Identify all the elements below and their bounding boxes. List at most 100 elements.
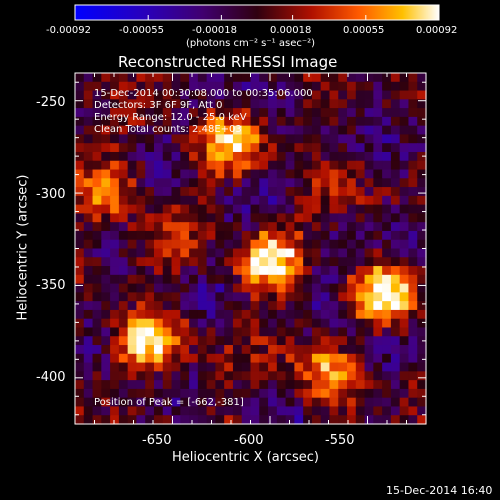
heatmap-cell <box>303 327 313 337</box>
heatmap-cell <box>224 73 234 83</box>
heatmap-cell <box>145 318 155 329</box>
heatmap-cell <box>276 248 287 258</box>
heatmap-cell <box>189 230 199 241</box>
heatmap-cell <box>329 415 339 425</box>
heatmap-cell <box>127 345 138 355</box>
heatmap-cell <box>399 406 410 416</box>
heatmap-cell <box>276 266 287 276</box>
heatmap-cell <box>276 415 287 425</box>
heatmap-cell <box>127 274 138 285</box>
heatmap-cell <box>127 178 138 188</box>
heatmap-cell <box>285 345 295 355</box>
heatmap-cell <box>75 222 85 232</box>
heatmap-cell <box>180 257 190 267</box>
heatmap-cell <box>399 222 410 232</box>
heatmap-cell <box>311 371 322 381</box>
heatmap-cell <box>162 116 173 127</box>
heatmap-cell <box>136 134 146 144</box>
heatmap-cell <box>382 345 392 355</box>
heatmap-cell <box>232 73 243 83</box>
heatmap-cell <box>399 134 410 144</box>
heatmap-cell <box>75 108 85 118</box>
heatmap-cell <box>329 187 339 197</box>
heatmap-cell <box>364 178 374 188</box>
heatmap-cell <box>215 415 225 425</box>
heatmap-cell <box>145 362 155 372</box>
heatmap-cell <box>136 116 146 127</box>
heatmap-cell <box>145 353 155 364</box>
heatmap-cell <box>171 108 181 118</box>
heatmap-cell <box>232 266 243 276</box>
heatmap-cell <box>215 125 225 136</box>
heatmap-cell <box>408 90 418 100</box>
heatmap-cell <box>320 99 331 109</box>
heatmap-cell <box>206 90 217 100</box>
heatmap-cell <box>118 274 129 285</box>
heatmap-cell <box>224 160 234 171</box>
heatmap-cell <box>153 248 164 258</box>
heatmap-cell <box>162 388 173 399</box>
heatmap-cell <box>364 266 374 276</box>
heatmap-cell <box>75 178 85 188</box>
heatmap-cell <box>408 388 418 399</box>
heatmap-cell <box>92 178 102 188</box>
heatmap-cell <box>311 81 322 92</box>
heatmap-cell <box>171 371 181 381</box>
heatmap-cell <box>250 257 260 267</box>
heatmap-cell <box>347 380 357 390</box>
heatmap-cell <box>364 239 374 250</box>
heatmap-cell <box>355 134 366 144</box>
heatmap-cell <box>110 292 120 302</box>
heatmap-cell <box>206 283 217 293</box>
heatmap-cell <box>215 178 225 188</box>
heatmap-cell <box>75 274 85 285</box>
heatmap-cell <box>224 397 234 408</box>
heatmap-cell <box>285 213 295 223</box>
heatmap-cell <box>329 143 339 153</box>
heatmap-cell <box>232 116 243 127</box>
heatmap-cell <box>189 318 199 329</box>
heatmap-cell <box>276 222 287 232</box>
heatmap-cell <box>347 187 357 197</box>
heatmap-cell <box>75 292 85 302</box>
heatmap-cell <box>136 353 146 364</box>
heatmap-cell <box>268 169 278 179</box>
heatmap-cell <box>259 178 269 188</box>
heatmap-cell <box>382 406 392 416</box>
heatmap-cell <box>268 309 278 320</box>
heatmap-cell <box>162 380 173 390</box>
heatmap-cell <box>101 353 111 364</box>
heatmap-cell <box>268 292 278 302</box>
heatmap-cell <box>311 204 322 215</box>
heatmap-cell <box>189 213 199 223</box>
heatmap-cell <box>276 345 287 355</box>
heatmap-cell <box>347 222 357 232</box>
heatmap-cell <box>153 362 164 372</box>
heatmap-cell <box>320 116 331 127</box>
info-time-range: 15-Dec-2014 00:30:08.000 to 00:35:06.000 <box>94 88 313 99</box>
heatmap-cell <box>390 274 401 285</box>
heatmap-cell <box>206 134 217 144</box>
heatmap-cell <box>127 160 138 171</box>
heatmap-cell <box>180 81 190 92</box>
heatmap-cell <box>110 353 120 364</box>
heatmap-cell <box>101 345 111 355</box>
heatmap-cell <box>197 406 208 416</box>
heatmap-cell <box>408 327 418 337</box>
heatmap-cell <box>145 239 155 250</box>
heatmap-cell <box>294 204 304 215</box>
heatmap-cell <box>347 73 357 83</box>
heatmap-cell <box>417 353 427 364</box>
heatmap-cell <box>364 187 374 197</box>
heatmap-cell <box>241 178 252 188</box>
heatmap-cell <box>118 213 129 223</box>
heatmap-cell <box>136 336 146 346</box>
heatmap-cell <box>127 195 138 206</box>
heatmap-cell <box>259 73 269 83</box>
heatmap-cell <box>408 125 418 136</box>
heatmap-cell <box>320 239 331 250</box>
plot-title: Reconstructed RHESSI Image <box>118 53 338 71</box>
heatmap-cell <box>285 143 295 153</box>
heatmap-cell <box>206 362 217 372</box>
heatmap-cell <box>110 73 120 83</box>
